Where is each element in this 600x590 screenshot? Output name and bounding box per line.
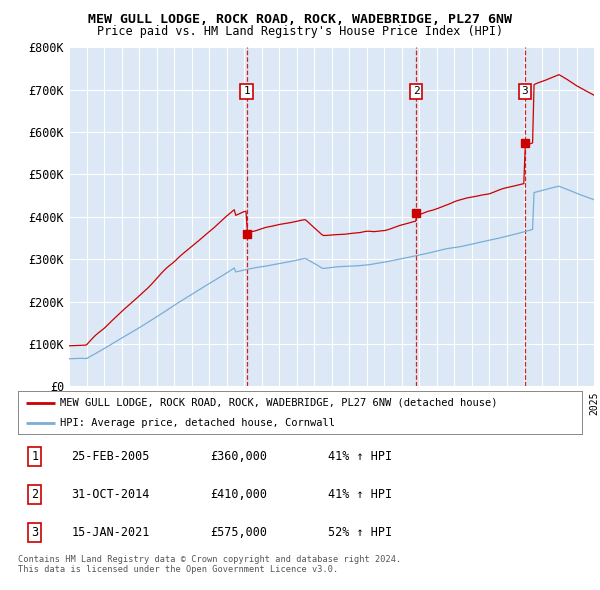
- Text: 1: 1: [31, 450, 38, 463]
- Text: MEW GULL LODGE, ROCK ROAD, ROCK, WADEBRIDGE, PL27 6NW: MEW GULL LODGE, ROCK ROAD, ROCK, WADEBRI…: [88, 13, 512, 26]
- Text: 41% ↑ HPI: 41% ↑ HPI: [328, 487, 392, 501]
- Text: 52% ↑ HPI: 52% ↑ HPI: [328, 526, 392, 539]
- Text: MEW GULL LODGE, ROCK ROAD, ROCK, WADEBRIDGE, PL27 6NW (detached house): MEW GULL LODGE, ROCK ROAD, ROCK, WADEBRI…: [60, 398, 498, 408]
- Text: 25-FEB-2005: 25-FEB-2005: [71, 450, 150, 463]
- Text: 15-JAN-2021: 15-JAN-2021: [71, 526, 150, 539]
- Text: Price paid vs. HM Land Registry's House Price Index (HPI): Price paid vs. HM Land Registry's House …: [97, 25, 503, 38]
- Text: 2: 2: [413, 86, 419, 96]
- Text: Contains HM Land Registry data © Crown copyright and database right 2024.
This d: Contains HM Land Registry data © Crown c…: [18, 555, 401, 574]
- Text: £410,000: £410,000: [210, 487, 267, 501]
- Text: HPI: Average price, detached house, Cornwall: HPI: Average price, detached house, Corn…: [60, 418, 335, 428]
- Text: 3: 3: [521, 86, 528, 96]
- Text: £360,000: £360,000: [210, 450, 267, 463]
- Text: 3: 3: [31, 526, 38, 539]
- Text: 41% ↑ HPI: 41% ↑ HPI: [328, 450, 392, 463]
- Text: 1: 1: [243, 86, 250, 96]
- Text: 31-OCT-2014: 31-OCT-2014: [71, 487, 150, 501]
- Text: £575,000: £575,000: [210, 526, 267, 539]
- Text: 2: 2: [31, 487, 38, 501]
